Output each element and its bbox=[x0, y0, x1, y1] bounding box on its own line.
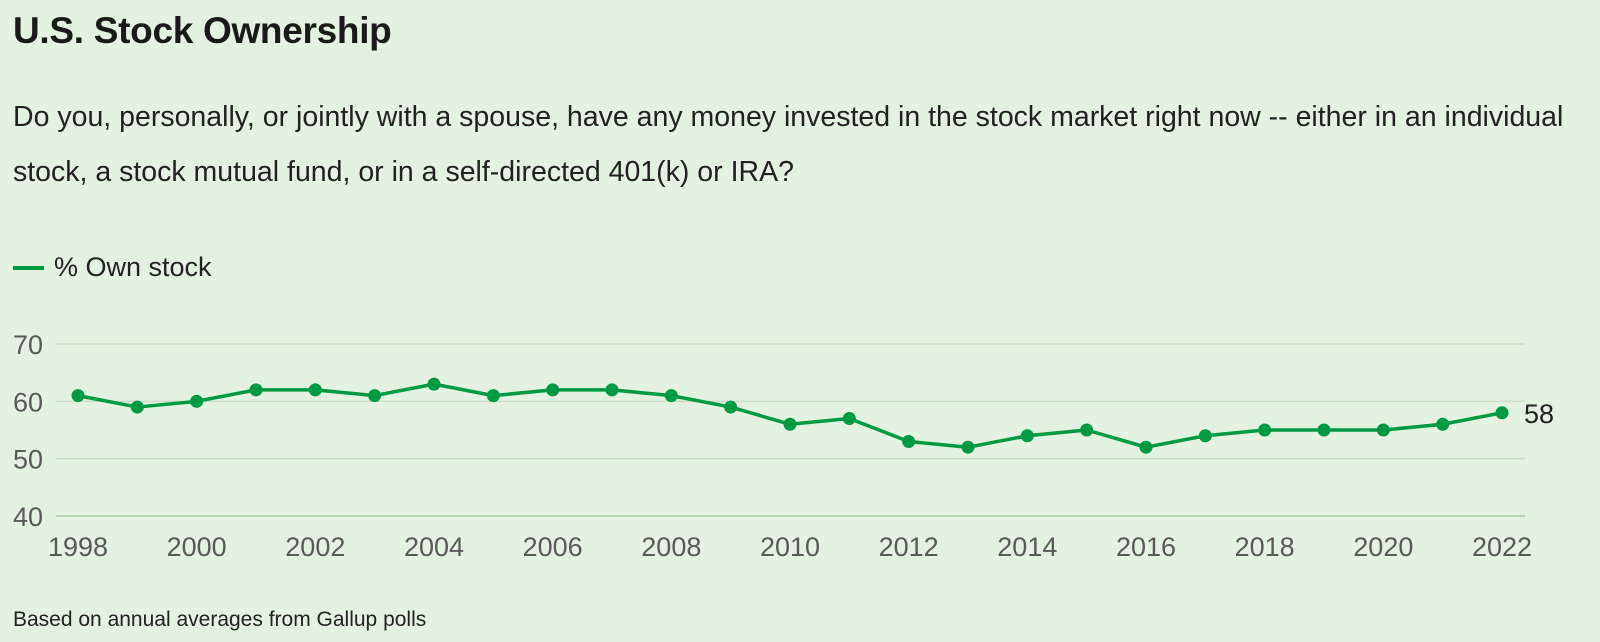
legend-label: % Own stock bbox=[54, 252, 212, 282]
x-tick-label: 2010 bbox=[760, 532, 820, 562]
x-tick-label: 2002 bbox=[285, 532, 345, 562]
footnote: Based on annual averages from Gallup pol… bbox=[13, 608, 427, 631]
x-tick-label: 2014 bbox=[997, 532, 1057, 562]
data-point bbox=[1436, 417, 1450, 431]
data-point bbox=[1020, 429, 1034, 443]
legend: % Own stock bbox=[13, 252, 212, 283]
data-point bbox=[130, 400, 144, 414]
gridlines bbox=[56, 343, 1525, 517]
data-point bbox=[1317, 423, 1331, 437]
x-axis: 1998 2000 2002 2004 2006 2008 2010 2012 2014 2016… bbox=[48, 532, 1532, 562]
data-point bbox=[1198, 429, 1212, 443]
data-point bbox=[842, 412, 856, 426]
data-point bbox=[1376, 423, 1390, 437]
end-value-label: 58 bbox=[1524, 399, 1554, 429]
data-point bbox=[71, 389, 85, 403]
chart-title: U.S. Stock Ownership bbox=[13, 10, 392, 51]
data-point bbox=[902, 434, 916, 448]
data-labels: 58 bbox=[1524, 399, 1554, 429]
data-point bbox=[249, 383, 263, 397]
x-tick-label: 2004 bbox=[404, 532, 464, 562]
legend-swatch bbox=[13, 265, 44, 270]
y-tick-label: 60 bbox=[13, 387, 43, 417]
chart-subtitle: Do you, personally, or jointly with a sp… bbox=[13, 101, 1564, 188]
x-tick-label: 2022 bbox=[1472, 532, 1532, 562]
x-tick-label: 2012 bbox=[879, 532, 939, 562]
data-point bbox=[486, 389, 500, 403]
data-point bbox=[1080, 423, 1094, 437]
data-point bbox=[1139, 440, 1153, 454]
data-point bbox=[190, 394, 204, 408]
x-tick-label: 2018 bbox=[1235, 532, 1295, 562]
x-tick-label: 2006 bbox=[523, 532, 583, 562]
data-point bbox=[664, 389, 678, 403]
x-tick-label: 2020 bbox=[1353, 532, 1413, 562]
data-point bbox=[961, 440, 975, 454]
data-point bbox=[783, 417, 797, 431]
data-point bbox=[546, 383, 560, 397]
y-tick-label: 50 bbox=[13, 445, 43, 475]
x-tick-label: 2008 bbox=[641, 532, 701, 562]
data-point bbox=[368, 389, 382, 403]
data-point bbox=[427, 377, 441, 391]
data-point bbox=[724, 400, 738, 414]
data-point bbox=[308, 383, 322, 397]
x-tick-label: 2000 bbox=[167, 532, 227, 562]
y-tick-label: 40 bbox=[13, 502, 43, 532]
series-line bbox=[77, 382, 1503, 449]
data-point bbox=[1258, 423, 1272, 437]
x-tick-label: 2016 bbox=[1116, 532, 1176, 562]
y-tick-label: 70 bbox=[13, 330, 43, 360]
data-point bbox=[605, 383, 619, 397]
data-point bbox=[1495, 406, 1509, 420]
x-tick-label: 1998 bbox=[48, 532, 108, 562]
y-axis: 40 50 60 70 bbox=[13, 330, 43, 532]
series-own-stock bbox=[71, 377, 1509, 454]
